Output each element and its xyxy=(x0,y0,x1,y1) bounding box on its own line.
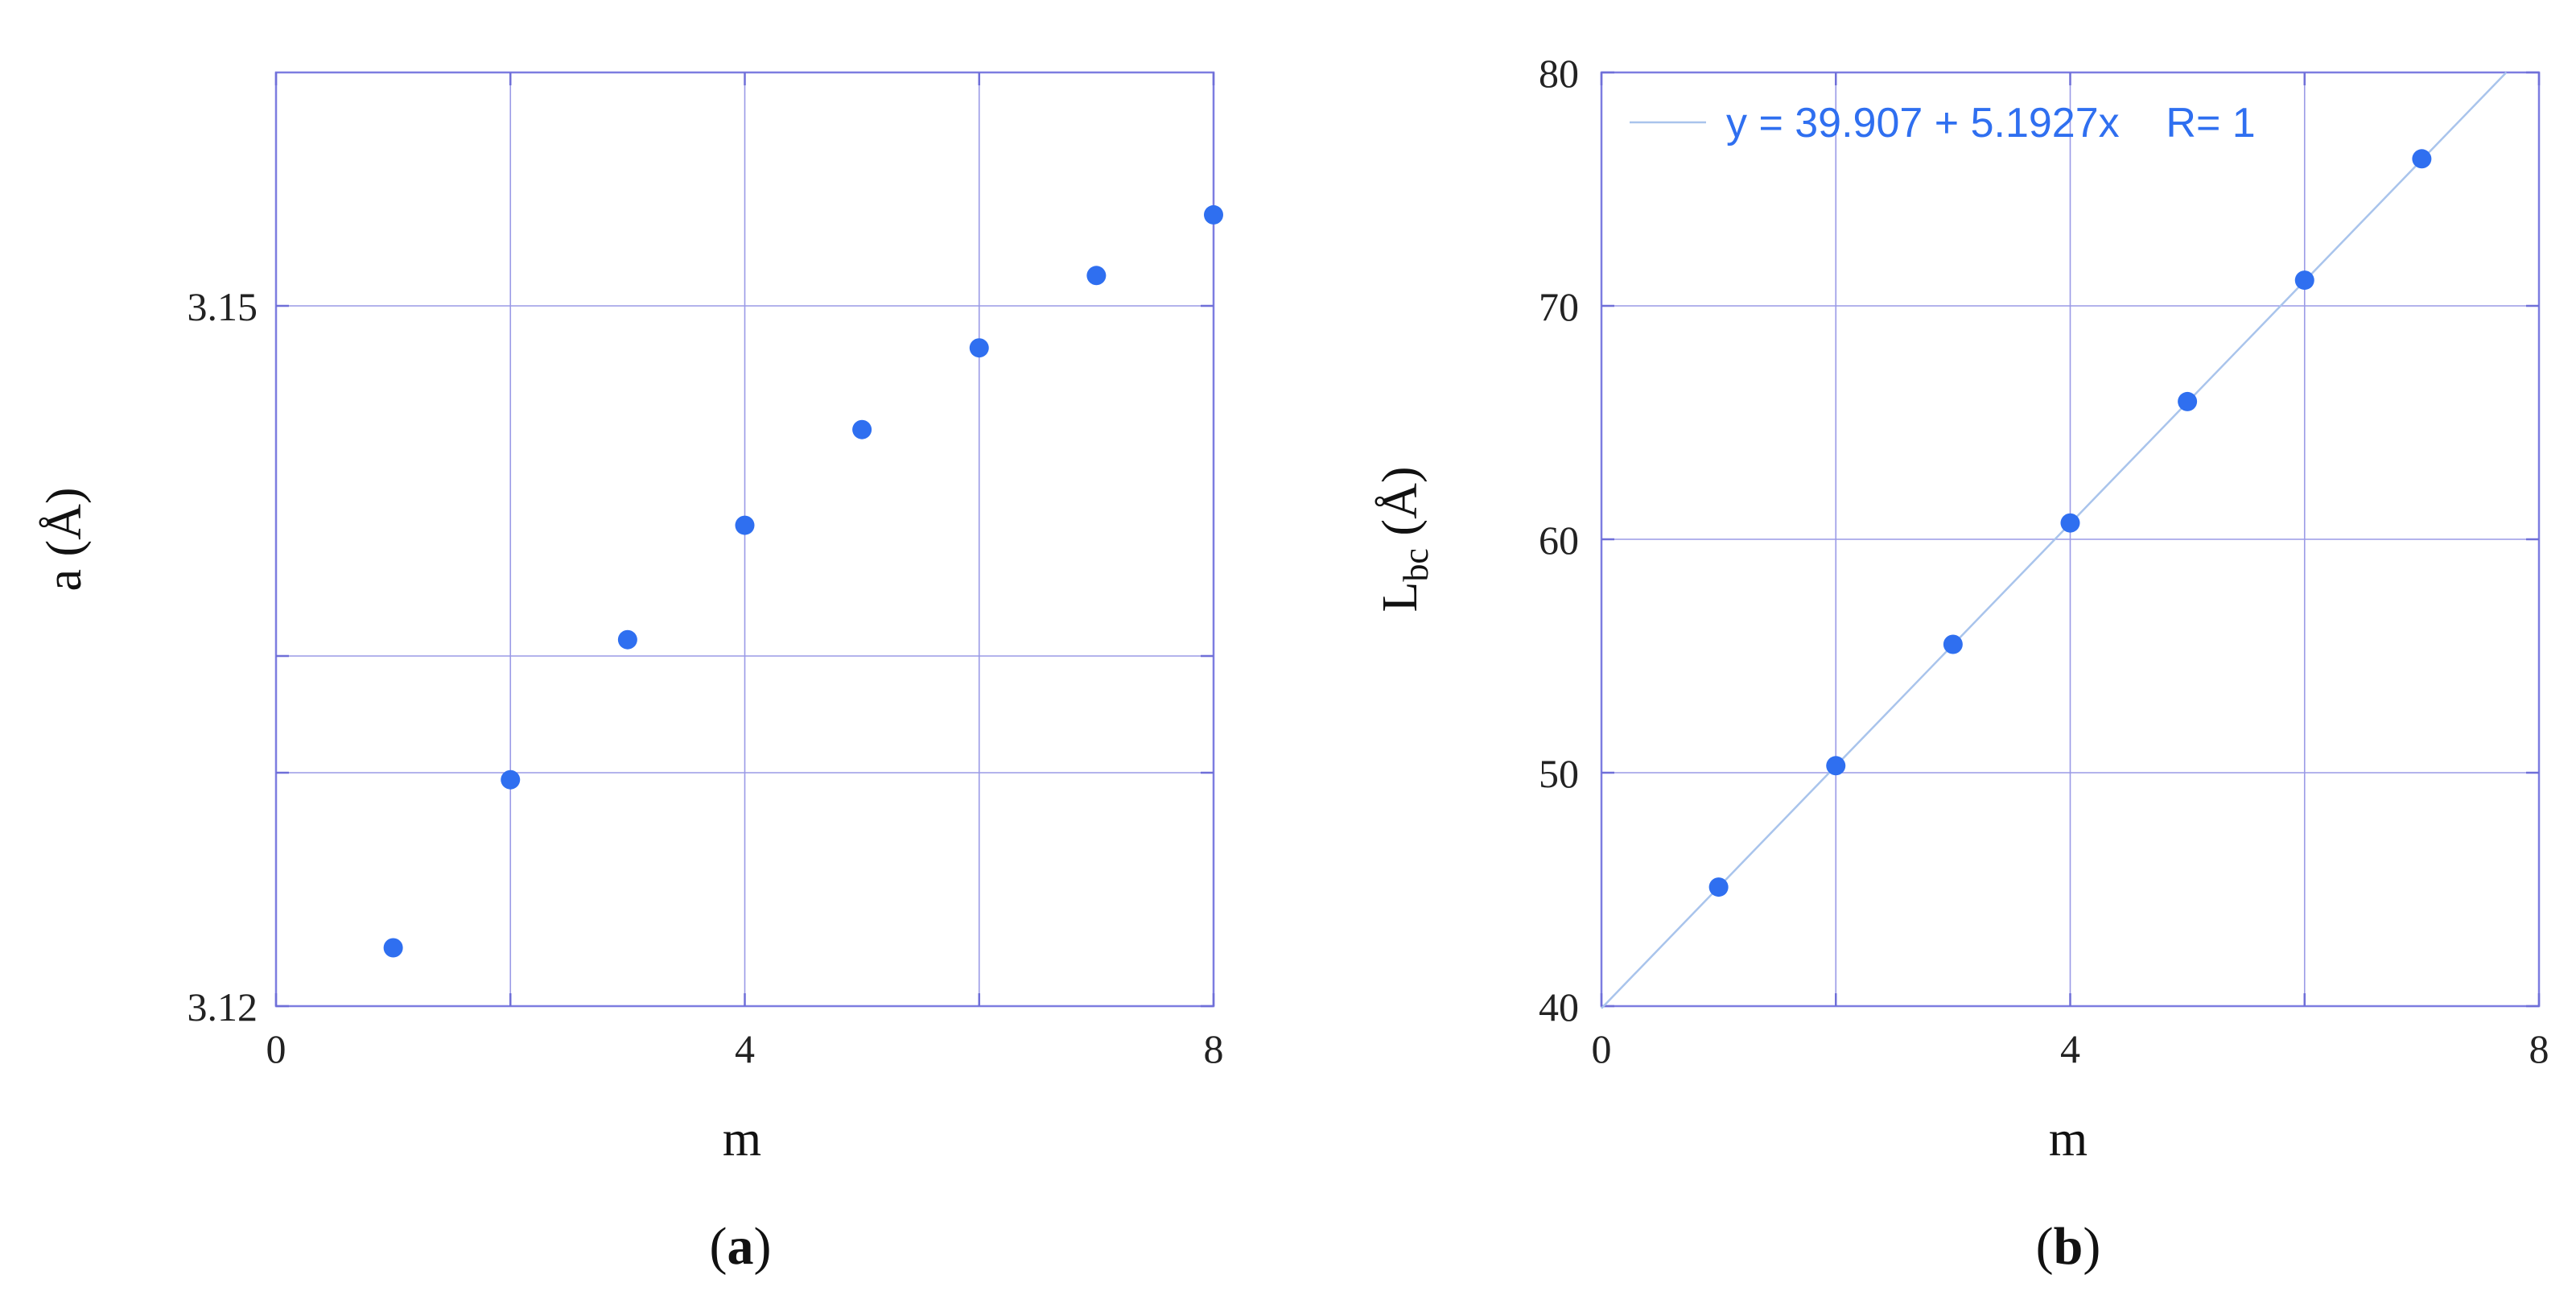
panel-b-fit-line xyxy=(1601,72,2508,1009)
panel-a-data-point-1 xyxy=(383,938,403,958)
panel-b-xtick-label-8: 8 xyxy=(2529,1026,2549,1071)
panel-b-data-point-6 xyxy=(2294,270,2314,291)
panel-a-data-point-6 xyxy=(969,338,989,358)
panel-a-yaxis-label: a (Å) xyxy=(37,487,92,591)
panel-b-ytick-label-50: 50 xyxy=(1539,751,1579,796)
panel-a-ytick-label-3.12: 3.12 xyxy=(188,984,258,1029)
panel-b-yaxis-label-main: L xyxy=(1373,582,1428,613)
panel-b-data-point-5 xyxy=(2178,391,2198,411)
panel-a-data-point-5 xyxy=(852,419,872,439)
panel-b-legend-text: y = 39.907 + 5.1927x R= 1 xyxy=(1726,100,2256,146)
panel-b-yaxis-label-sub: bc xyxy=(1396,548,1436,582)
panel-a-data-point-8 xyxy=(1204,204,1223,225)
panel-a-data-point-3 xyxy=(617,629,637,650)
panel-b-ytick-label-80: 80 xyxy=(1539,51,1579,96)
panel-b-data-point-7 xyxy=(2412,149,2432,169)
panel-b-xaxis-label: m xyxy=(2049,1112,2088,1166)
panel-a-xtick-label-8: 8 xyxy=(1204,1026,1224,1071)
panel-a-data-point-4 xyxy=(735,515,755,535)
chart-panel-a: 0 4 8 3.12 3.15 m a (Å) xyxy=(37,71,1224,1166)
panel-a-data-point-7 xyxy=(1086,266,1107,286)
panel-b-ytick-label-70: 70 xyxy=(1539,284,1579,329)
panel-b-data-point-4 xyxy=(2060,513,2080,533)
panel-a-label-letter: a xyxy=(727,1217,754,1276)
chart-panel-b: 0 4 8 40 50 60 70 80 m Lbc (Å) y = 39.907 + 5.1927… xyxy=(1373,51,2549,1166)
panel-a-label: (a) xyxy=(710,1217,772,1276)
panel-b-label: (b) xyxy=(2036,1217,2101,1276)
panel-b-xtick-label-4: 4 xyxy=(2060,1026,2080,1071)
panel-a-xtick-label-4: 4 xyxy=(735,1026,755,1071)
panel-b-xtick-label-0: 0 xyxy=(1592,1026,1612,1071)
panel-a-data-point-2 xyxy=(501,769,521,790)
panel-a-xaxis-label: m xyxy=(723,1112,761,1166)
panel-b-data-point-2 xyxy=(1826,756,1846,776)
panel-b-ytick-label-40: 40 xyxy=(1539,984,1579,1029)
panel-b-yaxis-label-unit: (Å) xyxy=(1373,467,1428,549)
panel-b-label-letter: b xyxy=(2054,1217,2083,1276)
panel-b-ytick-label-60: 60 xyxy=(1539,518,1579,563)
panel-b-data-point-3 xyxy=(1943,634,1963,654)
panel-a-ytick-label-3.15: 3.15 xyxy=(188,284,258,329)
panel-b-data-point-1 xyxy=(1708,877,1729,897)
panel-b-yaxis-label: Lbc (Å) xyxy=(1373,467,1436,613)
panel-a-xtick-label-0: 0 xyxy=(266,1026,286,1071)
